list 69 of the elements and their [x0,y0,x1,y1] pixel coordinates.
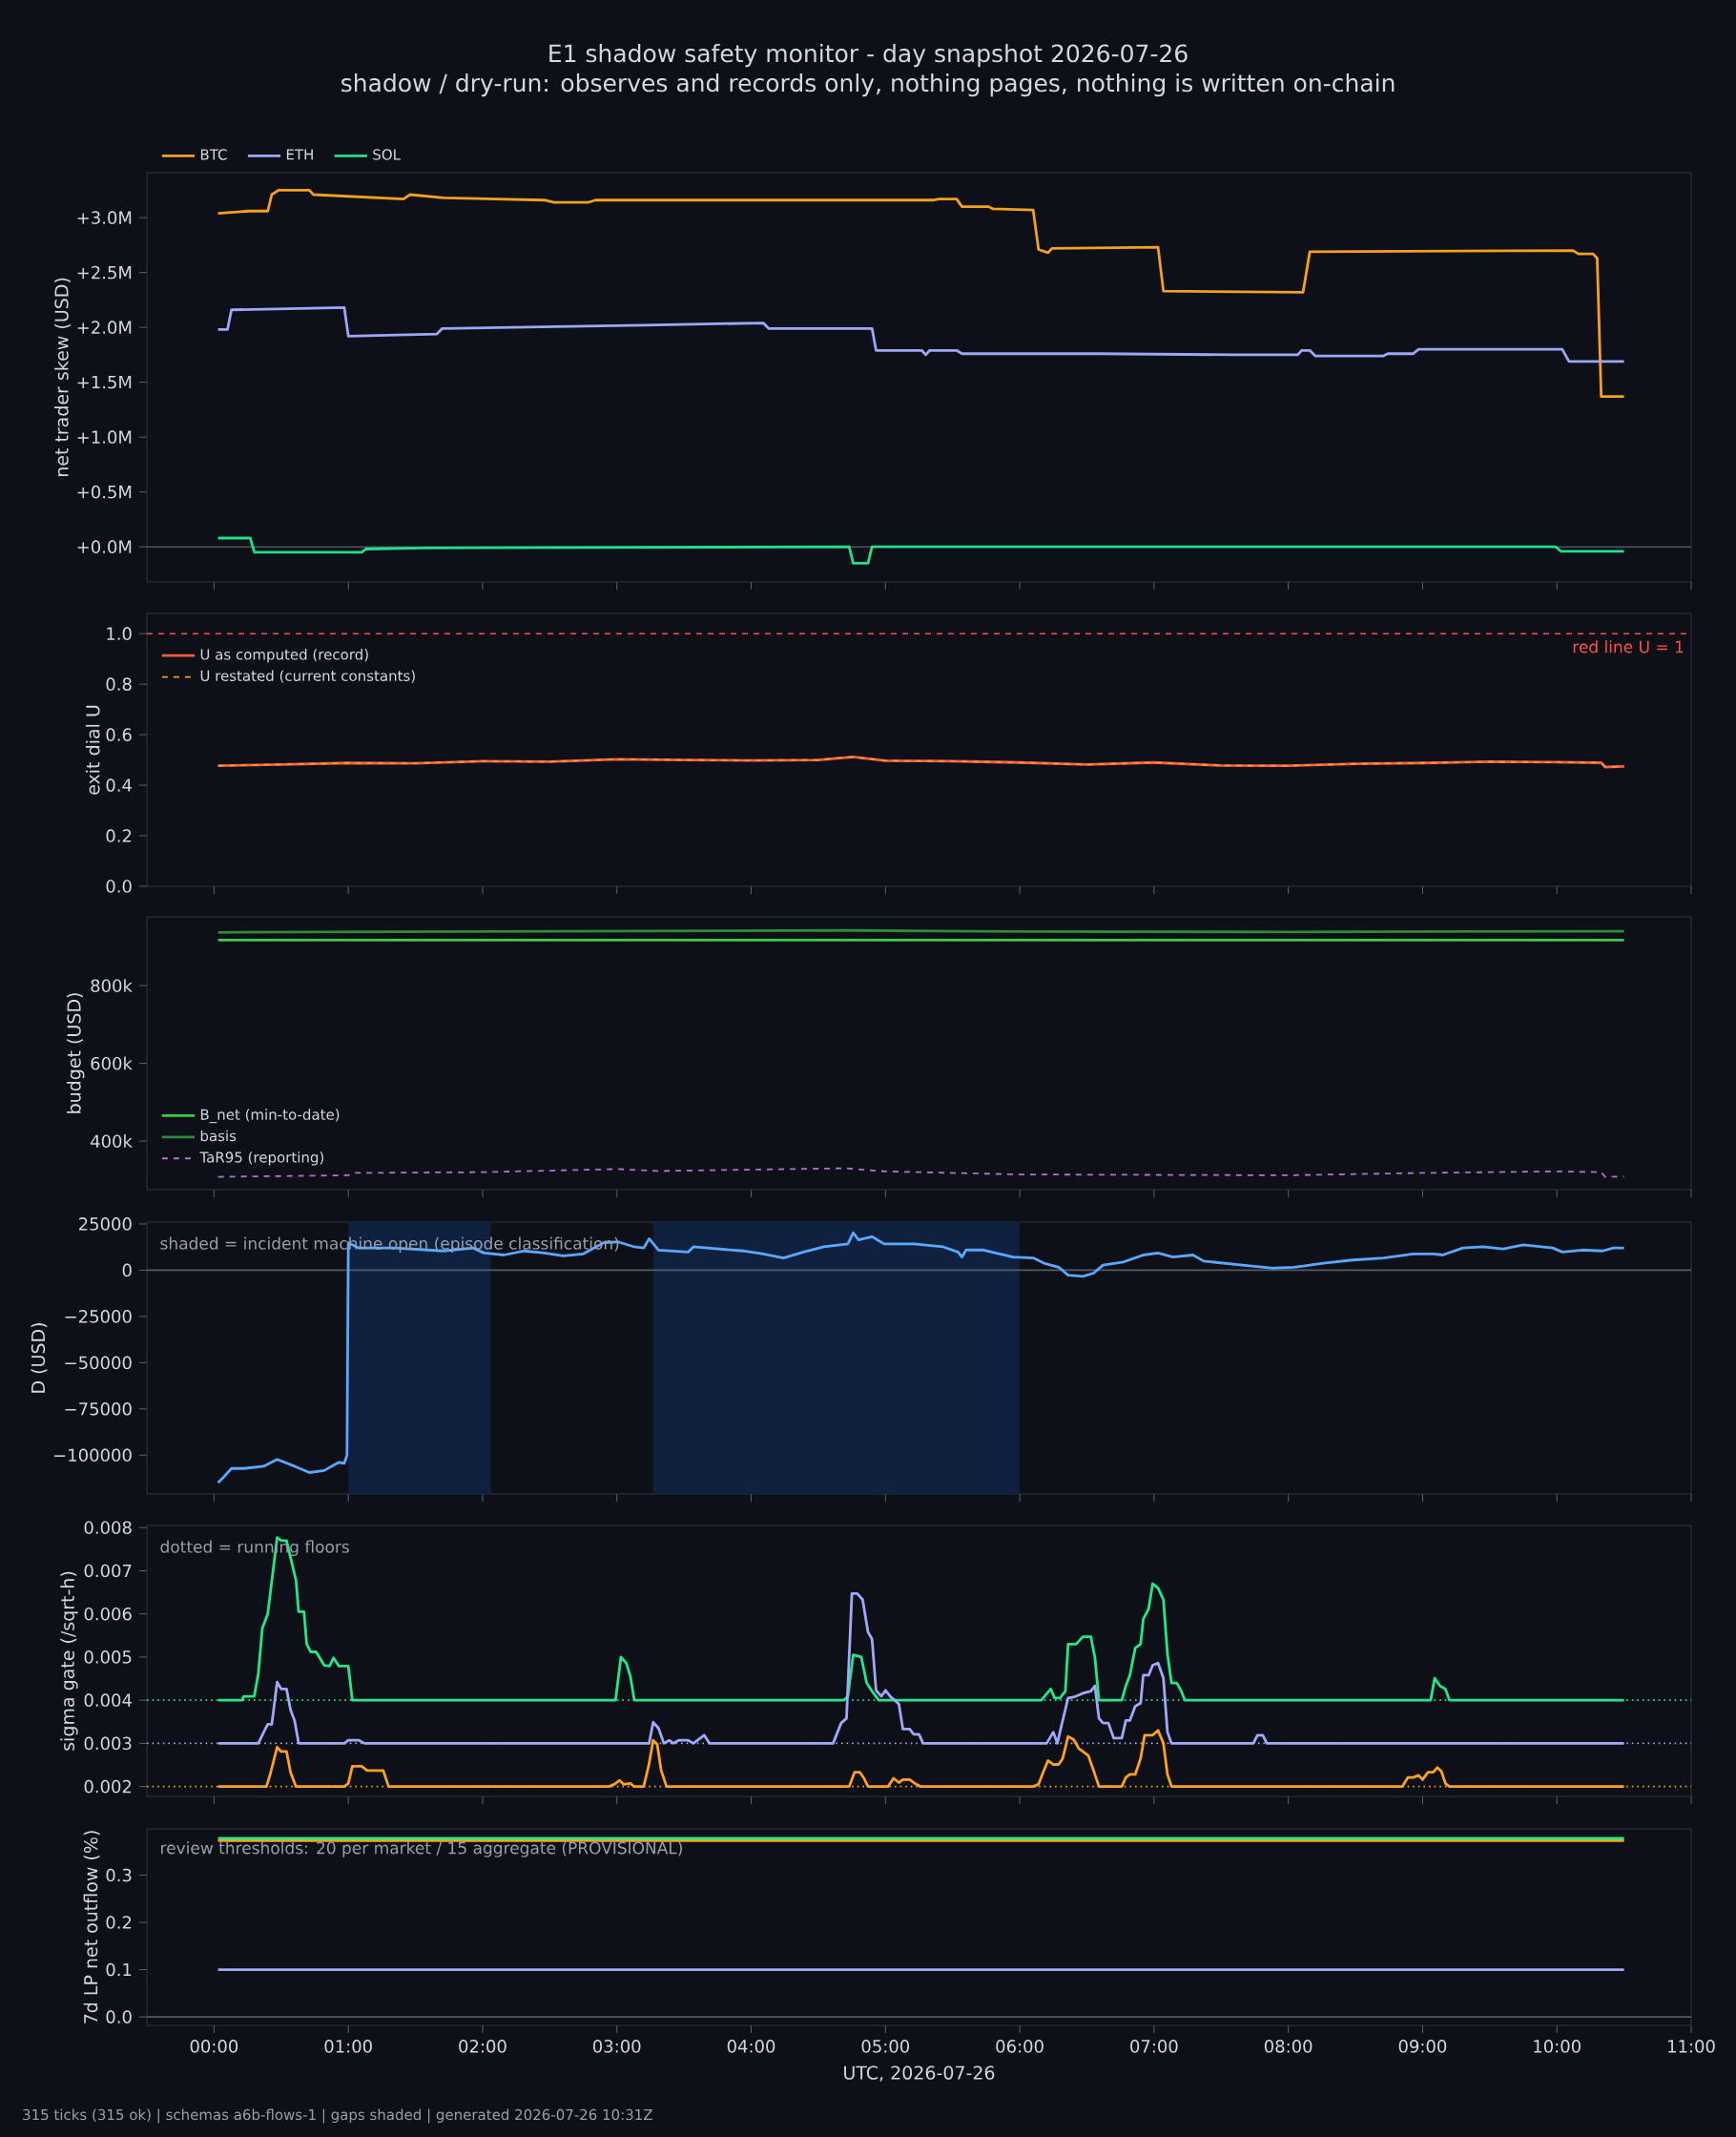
y-tick-label: 0.1 [106,1962,132,1977]
x-tick-label: 00:00 [190,2040,238,2053]
y-tick-label: 25000 [78,1217,132,1231]
x-tick-label: 02:00 [459,2040,506,2053]
x-tick-label: 07:00 [1130,2040,1178,2053]
x-tick-label: 10:00 [1534,2040,1581,2053]
y-tick-label: 0.8 [106,677,132,691]
line-series [217,536,1626,565]
legend-label: TaR95 (reporting) [199,1151,324,1166]
x-tick-label: 08:00 [1264,2040,1312,2053]
x-tick-label: 06:00 [996,2040,1044,2053]
y-tick-label: 0.008 [84,1521,132,1535]
chart-title: E1 shadow safety monitor - day snapshot 2026-07-26 [549,43,1188,68]
line-series [217,1167,1625,1178]
y-axis-title: sigma gate (/sqrt-h) [60,1571,78,1751]
y-tick-label: 0.2 [106,1916,132,1929]
y-axis-title: D (USD) [31,1323,48,1393]
y-tick-label: 1.0 [107,627,132,640]
y-tick-label: 800k [91,979,133,993]
x-tick-label: 11:00 [1668,2040,1715,2053]
y-tick-label: 0.0 [106,880,132,893]
legend-label: ETH [286,149,313,160]
y-tick-label: 0.003 [84,1736,132,1751]
x-tick-label: 04:00 [727,2040,775,2053]
legend-label: SOL [373,149,401,160]
legend-label: BTC [200,149,227,160]
y-tick-label: 0 [122,1263,132,1277]
y-tick-label: +3.0M [77,211,132,224]
y-axis-title: budget (USD) [67,993,85,1113]
y-tick-label: 0.005 [84,1650,132,1664]
y-tick-label: 0.2 [106,829,132,842]
x-tick-label: 05:00 [861,2040,910,2053]
y-tick-label: 0.3 [106,1868,132,1882]
y-tick-label: 0.6 [106,728,132,741]
y-tick-label: +0.5M [77,485,132,499]
annotation: review thresholds: 20 per market / 15 aggregate (PROVISIONAL) [161,1841,682,1857]
y-tick-label: +2.0M [77,321,132,334]
legend-label: B_net (min-to-date) [200,1109,340,1124]
y-tick-label: 0.0 [106,2010,132,2023]
y-tick-label: 0.002 [84,1779,132,1794]
legend-label: basis [200,1130,237,1142]
y-tick-label: +2.5M [77,265,132,280]
y-tick-label: 0.004 [84,1693,132,1707]
y-tick-label: 0.006 [84,1607,132,1621]
legend-label: U as computed (record) [200,649,368,663]
line-series [217,188,1626,399]
y-tick-label: −25000 [65,1310,132,1323]
x-axis-title: UTC, 2026-07-26 [844,2065,995,2082]
y-tick-label: −50000 [65,1356,132,1370]
y-tick-label: +1.5M [77,375,132,389]
y-tick-label: +0.0M [77,540,132,553]
y-tick-label: −100000 [54,1448,132,1463]
y-tick-label: 400k [91,1134,133,1149]
x-tick-label: 03:00 [593,2040,641,2053]
y-tick-label: −75000 [65,1402,132,1416]
text: 315 ticks (315 ok) | schemas a6b-flows-1 | gaps shaded | generated 2026-07-26 10:31Z [23,2108,652,2124]
line-series [217,1231,1626,1484]
y-tick-label: 0.4 [106,778,132,792]
x-tick-label: 01:00 [324,2040,372,2053]
y-tick-label: 0.007 [84,1564,132,1578]
y-tick-label: 600k [91,1056,133,1070]
y-tick-label: +1.0M [77,430,132,444]
y-axis-title: 7d LP net outflow (%) [83,1831,100,2023]
chart-subtitle: shadow / dry-run: observes and records only, nothing pages, nothing is written on-chain [341,73,1395,97]
y-axis-title: net trader skew (USD) [54,278,71,477]
y-axis-title: exit dial U [85,705,100,795]
ref-line-label: red line U = 1 [1573,640,1684,654]
legend-label: U restated (current constants) [200,670,415,683]
x-tick-label: 09:00 [1398,2040,1447,2053]
